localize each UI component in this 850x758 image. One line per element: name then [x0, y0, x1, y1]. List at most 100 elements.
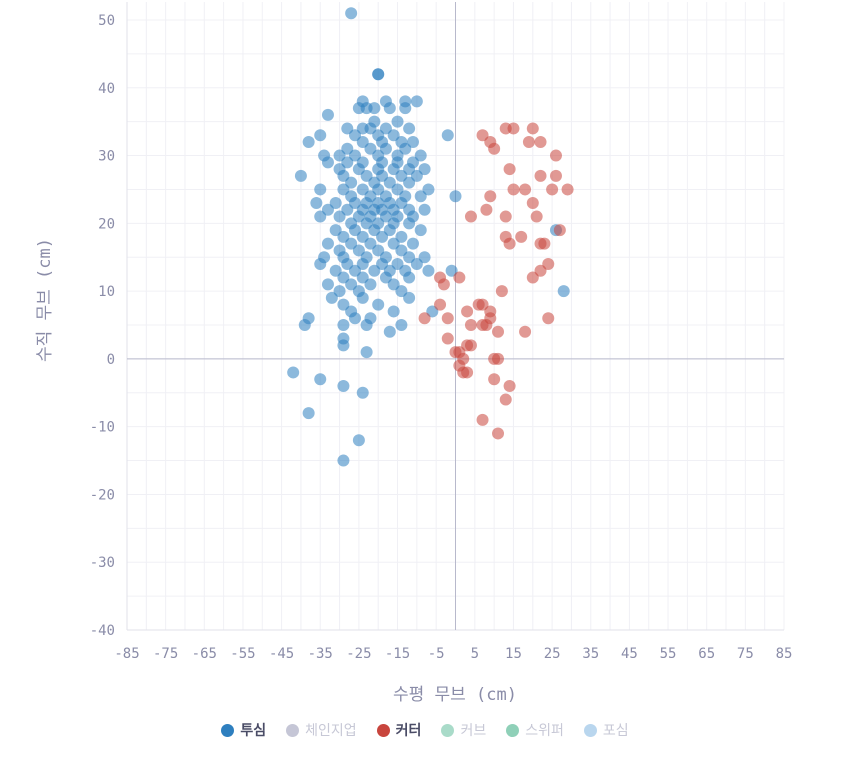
- data-point: [410, 169, 423, 182]
- y-axis-title: 수직 무브 (cm): [35, 238, 55, 362]
- data-point: [403, 217, 416, 230]
- data-point: [461, 305, 474, 318]
- data-point: [499, 210, 512, 223]
- data-point: [321, 278, 334, 291]
- legend-label: 포심: [602, 723, 629, 739]
- data-point: [379, 142, 392, 155]
- data-point: [546, 183, 559, 196]
- data-point: [441, 129, 454, 142]
- legend-swatch: [376, 723, 390, 737]
- legend: 투심 체인지업 커터 커브 스위퍼 포심: [0, 720, 850, 740]
- data-point: [414, 224, 427, 237]
- x-tick-label: -75: [153, 646, 178, 662]
- data-point: [476, 319, 489, 331]
- data-point: [391, 115, 404, 128]
- data-point: [391, 183, 404, 196]
- data-point: [372, 183, 385, 196]
- data-point: [337, 339, 350, 352]
- data-point: [337, 183, 350, 196]
- data-point: [368, 224, 381, 237]
- data-point: [345, 278, 358, 291]
- data-point: [418, 203, 431, 216]
- data-point: [476, 413, 489, 426]
- data-point: [376, 230, 389, 243]
- x-tick-label: 35: [582, 646, 599, 662]
- data-point: [364, 278, 377, 291]
- data-point: [337, 298, 350, 311]
- legend-item[interactable]: 커터: [376, 720, 421, 740]
- x-tick-label: -15: [385, 646, 410, 662]
- data-point: [341, 258, 354, 270]
- data-point: [488, 142, 501, 155]
- data-point: [314, 183, 327, 196]
- x-tick-label: -65: [192, 646, 217, 662]
- data-point: [492, 427, 505, 440]
- x-tick-label: 55: [660, 646, 677, 662]
- data-point: [461, 366, 474, 379]
- data-point: [441, 332, 454, 345]
- x-tick-label: -25: [346, 646, 371, 662]
- data-point: [492, 325, 505, 338]
- data-point: [287, 366, 300, 379]
- y-tick-label: 40: [98, 81, 115, 97]
- data-point: [379, 271, 392, 284]
- data-point: [364, 122, 377, 135]
- y-tick-label: -20: [90, 487, 115, 503]
- data-point: [337, 454, 350, 467]
- data-point: [352, 210, 365, 223]
- legend-item[interactable]: 커브: [441, 720, 486, 740]
- data-point: [476, 129, 489, 142]
- legend-item[interactable]: 포심: [583, 720, 629, 740]
- data-point: [399, 142, 412, 155]
- data-point: [406, 237, 419, 250]
- data-point: [379, 210, 392, 223]
- data-point: [422, 183, 435, 196]
- data-point: [321, 203, 334, 216]
- data-point: [379, 122, 392, 135]
- data-point: [337, 169, 350, 182]
- data-point: [356, 386, 369, 399]
- data-point: [534, 264, 547, 277]
- data-point: [395, 169, 408, 182]
- data-point: [364, 142, 377, 155]
- data-point: [406, 136, 419, 148]
- x-tick-label: -85: [114, 646, 139, 662]
- data-point: [321, 156, 334, 169]
- data-point: [530, 210, 543, 223]
- data-point: [352, 163, 365, 176]
- data-point: [464, 319, 477, 331]
- data-point: [302, 136, 315, 148]
- data-point: [526, 271, 539, 284]
- data-point: [356, 258, 369, 270]
- data-point: [372, 68, 385, 81]
- data-point: [503, 163, 516, 176]
- data-point: [418, 163, 431, 176]
- legend-item[interactable]: 스위퍼: [506, 720, 564, 740]
- x-tick-label: 15: [505, 646, 522, 662]
- data-point: [349, 264, 362, 277]
- data-point: [503, 380, 516, 392]
- data-point: [310, 197, 323, 209]
- data-point: [368, 102, 381, 115]
- legend-swatch: [286, 723, 300, 737]
- data-point: [337, 319, 350, 331]
- data-point: [314, 129, 327, 142]
- legend-item[interactable]: 투심: [221, 720, 266, 740]
- data-point: [391, 258, 404, 270]
- data-point: [314, 210, 327, 223]
- data-point: [352, 434, 365, 447]
- data-point: [341, 122, 354, 135]
- data-point: [383, 176, 396, 189]
- data-point: [403, 271, 416, 284]
- y-tick-label: 50: [98, 13, 115, 29]
- data-point: [349, 129, 362, 142]
- data-point: [395, 244, 408, 257]
- data-point: [376, 169, 389, 182]
- legend-item[interactable]: 체인지업: [286, 720, 357, 740]
- data-point: [302, 407, 315, 420]
- data-point: [410, 258, 423, 270]
- data-point: [403, 291, 416, 304]
- x-tick-label: 85: [776, 646, 793, 662]
- x-tick-label: 65: [698, 646, 715, 662]
- data-point: [294, 169, 307, 182]
